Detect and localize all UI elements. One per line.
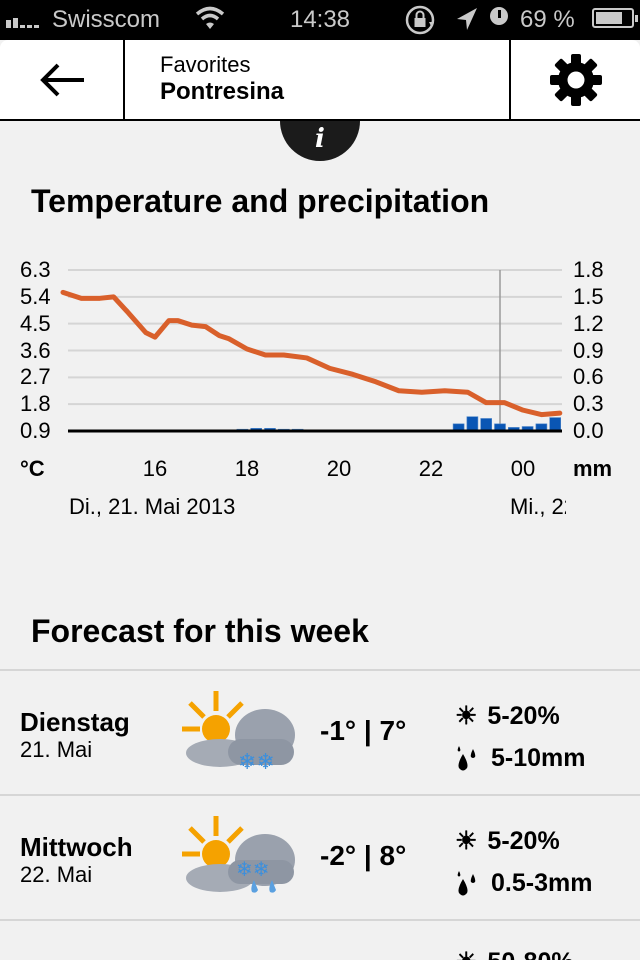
temperature-range: -1° | 7° bbox=[320, 715, 406, 747]
sunshine-probability: ☀ 5-20% bbox=[455, 826, 560, 856]
sunshine-value: 50-80% bbox=[487, 948, 573, 960]
weekday: Dienstag bbox=[20, 707, 130, 737]
x-tick: 16 bbox=[142, 456, 168, 481]
location-title: Favorites Pontresina bbox=[127, 40, 509, 119]
temperature-range: -2° | 8° bbox=[320, 840, 406, 872]
battery-percentage: 69 % bbox=[520, 6, 575, 33]
precip-value: 5-10mm bbox=[491, 744, 586, 772]
carrier-name: Swisscom bbox=[52, 6, 161, 33]
rotation-lock-icon bbox=[404, 4, 436, 43]
settings-button[interactable] bbox=[509, 40, 640, 119]
y-tick-left: 1.8 bbox=[20, 391, 51, 417]
alarm-clock-icon bbox=[490, 7, 508, 25]
precipitation-amount: 5-10mm bbox=[455, 744, 586, 773]
battery-icon bbox=[592, 8, 638, 28]
precipitation-bar bbox=[466, 416, 479, 432]
x-tick: 22 bbox=[418, 456, 444, 481]
temp-max: 8° bbox=[379, 840, 407, 871]
date-label-next: Mi., 22. Mai 2013 bbox=[510, 494, 566, 519]
weekday: Mittwoch bbox=[20, 832, 133, 862]
y-tick-left: 0.9 bbox=[20, 418, 51, 443]
y-tick-right: 0.6 bbox=[573, 364, 604, 390]
forecast-row-1[interactable]: Mittwoch 22. Mai ❄❄ -2° | 8° ☀ 5-20% 0.5… bbox=[0, 796, 640, 919]
temperature-precipitation-chart: 6.3 5.4 4.5 3.6 2.7 1.8 0.9 1.8 1.5 1.2 0.9 0.6 0.3… bbox=[0, 250, 640, 530]
precip-value: 0.5-3mm bbox=[491, 869, 593, 897]
x-tick: 00 bbox=[510, 456, 536, 481]
raindrops-icon bbox=[457, 870, 476, 895]
divider bbox=[0, 669, 640, 671]
temp-min: -2° bbox=[320, 840, 357, 871]
temp-separator: | bbox=[363, 840, 372, 871]
chart-plot bbox=[60, 269, 563, 433]
date: 21. Mai bbox=[20, 737, 93, 762]
chart-section-title: Temperature and precipitation bbox=[31, 183, 490, 219]
precipitation-bar bbox=[480, 418, 493, 432]
arrow-left-icon bbox=[39, 63, 84, 96]
forecast-row-0[interactable]: Dienstag 21. Mai ❄❄ -1° | 7° ☀ 5-20% 5-1… bbox=[0, 671, 640, 794]
sunshine-probability: ☀ 5-20% bbox=[455, 701, 560, 731]
y-tick-right: 0.9 bbox=[573, 337, 604, 363]
y-tick-right: 0.0 bbox=[573, 418, 604, 443]
x-tick: 18 bbox=[234, 456, 260, 481]
divider bbox=[0, 919, 640, 921]
mm-unit-label: mm bbox=[573, 456, 613, 481]
precipitation-bar bbox=[549, 417, 562, 432]
info-icon: i bbox=[315, 124, 325, 154]
signal-icon bbox=[6, 14, 39, 28]
navigation-bar: Favorites Pontresina bbox=[0, 40, 640, 121]
temperature-line bbox=[60, 289, 563, 418]
y-tick-left: 3.6 bbox=[20, 337, 51, 363]
sun-cloud-snow-icon: ❄❄ bbox=[180, 691, 300, 775]
breadcrumb-favorites: Favorites bbox=[160, 52, 251, 77]
temp-max: 7° bbox=[379, 715, 407, 746]
y-tick-right: 1.8 bbox=[573, 257, 604, 282]
y-tick-right: 1.5 bbox=[573, 283, 604, 309]
divider bbox=[0, 794, 640, 796]
y-tick-right: 0.3 bbox=[573, 391, 604, 417]
y-tick-left: 4.5 bbox=[20, 310, 51, 336]
temp-separator: | bbox=[363, 715, 372, 746]
y-tick-left: 2.7 bbox=[20, 364, 51, 390]
raindrops-icon bbox=[457, 745, 476, 770]
sunshine-value: 5-20% bbox=[487, 826, 560, 855]
clock: 14:38 bbox=[289, 6, 351, 33]
y-tick-left: 6.3 bbox=[20, 257, 51, 282]
svg-text:❄❄: ❄❄ bbox=[238, 750, 275, 771]
back-button[interactable] bbox=[0, 40, 125, 119]
info-button[interactable]: i bbox=[280, 121, 360, 161]
sun-cloud-icon bbox=[180, 941, 300, 960]
date-label-start: Di., 21. Mai 2013 bbox=[69, 494, 236, 519]
sun-icon: ☀ bbox=[455, 827, 478, 855]
wifi-icon bbox=[195, 5, 225, 38]
date: 22. Mai bbox=[20, 862, 93, 887]
temp-min: -1° bbox=[320, 715, 357, 746]
forecast-section-title: Forecast for this week bbox=[31, 613, 369, 649]
forecast-row-2[interactable]: ☀ 50-80% bbox=[0, 921, 640, 960]
x-tick: 20 bbox=[326, 456, 352, 481]
sunshine-value: 5-20% bbox=[487, 701, 560, 730]
location-name: Pontresina bbox=[160, 78, 285, 105]
celsius-unit-label: °C bbox=[20, 456, 45, 481]
location-arrow-icon bbox=[455, 6, 479, 39]
sun-cloud-snow-rain-icon: ❄❄ bbox=[180, 816, 300, 896]
sunshine-probability: ☀ 50-80% bbox=[455, 947, 574, 960]
gear-icon bbox=[549, 53, 602, 106]
precipitation-amount: 0.5-3mm bbox=[455, 869, 592, 898]
y-tick-right: 1.2 bbox=[573, 310, 604, 336]
sun-icon: ☀ bbox=[455, 702, 478, 730]
sun-icon: ☀ bbox=[455, 947, 477, 960]
svg-text:❄❄: ❄❄ bbox=[236, 857, 270, 881]
y-tick-left: 5.4 bbox=[20, 283, 51, 309]
status-bar: Swisscom 14:38 69 % bbox=[0, 0, 640, 40]
